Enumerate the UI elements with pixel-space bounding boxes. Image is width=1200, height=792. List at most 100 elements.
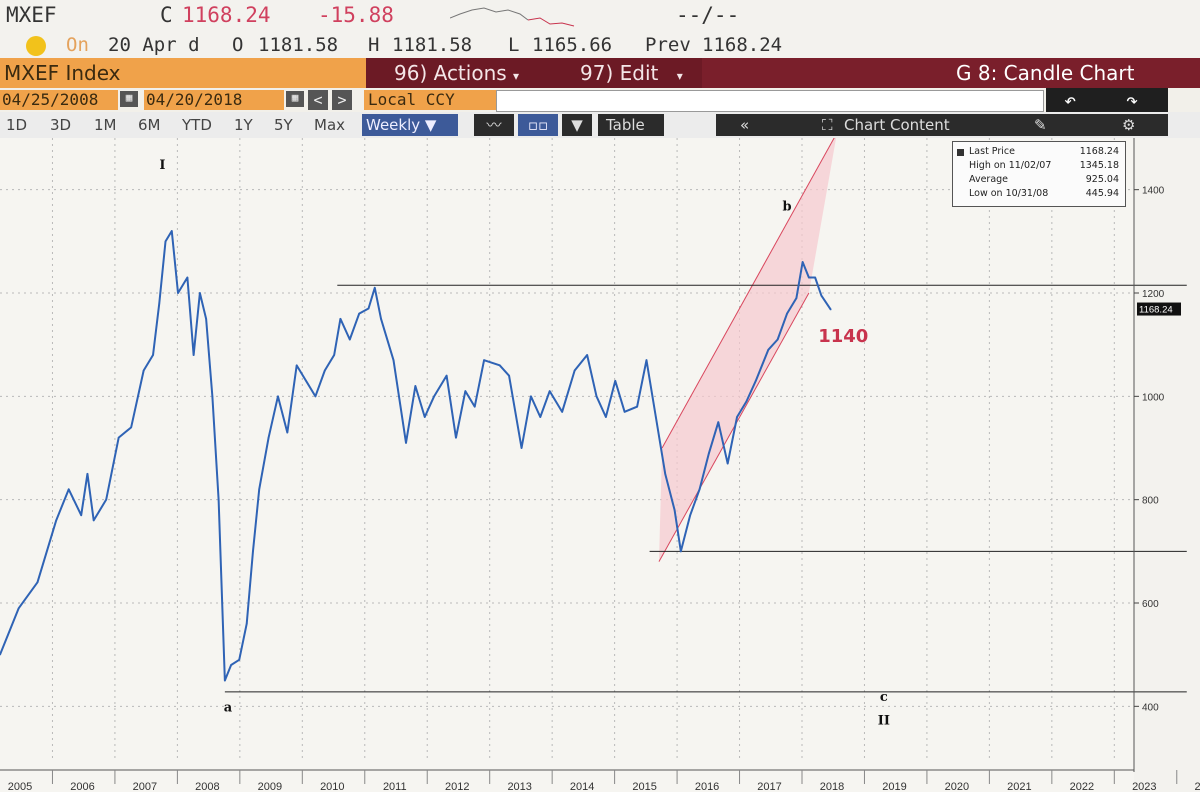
price-point — [801, 261, 804, 263]
start-date-field[interactable]: 04/25/2008 — [0, 90, 118, 110]
x-tick-label: 2017 — [757, 781, 781, 792]
price-point — [726, 462, 729, 465]
legend-label: Last Price — [969, 146, 1015, 157]
timeframe-5y[interactable]: 5Y — [274, 116, 293, 134]
x-tick-label: 2013 — [507, 781, 531, 792]
table-label: Table — [606, 116, 645, 134]
price-point — [86, 473, 89, 475]
open-value: 1181.58 — [258, 34, 339, 56]
calendar-icon[interactable]: ▦ — [286, 91, 304, 107]
price-point — [177, 292, 179, 294]
price-point — [776, 338, 779, 341]
timeframe-6m[interactable]: 6M — [138, 116, 161, 134]
x-tick-label: 2019 — [882, 781, 906, 792]
y-axis: 400 600 800 1000 1200 1400 1168.24 — [1133, 138, 1181, 772]
price-point — [0, 653, 1, 656]
end-date-field[interactable]: 04/20/2018 — [144, 90, 284, 110]
edit-menu[interactable]: 97) Edit ▾ — [566, 58, 702, 88]
prev-period-button[interactable]: < — [308, 90, 328, 110]
chevron-down-icon[interactable]: ▼ — [562, 114, 592, 136]
price-point — [130, 426, 132, 429]
legend-swatch-icon — [957, 149, 964, 156]
price-point — [367, 307, 370, 310]
chart-legend[interactable]: Last Price 1168.24 High on 11/02/07 1345… — [952, 141, 1126, 207]
price-point — [673, 509, 676, 511]
price-point — [736, 416, 738, 418]
chevron-down-icon: ▼ — [424, 116, 437, 134]
legend-label: Low on 10/31/08 — [969, 188, 1049, 199]
price-point — [117, 436, 120, 439]
price-point — [238, 659, 241, 661]
price-line — [0, 230, 832, 682]
timeframe-1d[interactable]: 1D — [6, 116, 28, 134]
timeframe-toolbar: 1D 3D 1M 6M YTD 1Y 5Y Max Weekly ▼ 〰 ▫▫ … — [0, 112, 1200, 138]
timeframe-1y[interactable]: 1Y — [234, 116, 253, 134]
price-point — [252, 550, 254, 553]
line-chart-icon[interactable]: 〰 — [474, 114, 514, 136]
price-point — [230, 664, 232, 666]
calendar-icon[interactable]: ▦ — [120, 91, 138, 107]
price-point — [224, 679, 226, 682]
price-point — [305, 380, 307, 382]
trend-channel — [658, 138, 837, 562]
timeframe-ytd[interactable]: YTD — [182, 116, 212, 134]
price-point — [708, 452, 710, 454]
x-tick-label: 2012 — [445, 781, 469, 792]
legend-entry: High on 11/02/07 1345.18 — [969, 160, 1119, 171]
x-tick-label: 2015 — [632, 781, 656, 792]
price-point — [754, 380, 757, 382]
quote-date: 20 Apr d — [108, 34, 200, 56]
x-axis: 2005 2006 2007 2008 2009 2010 2011 2012 2013 2014… — [0, 769, 1200, 792]
actions-menu[interactable]: 96) Actions ▾ — [366, 58, 566, 88]
chart-content-bar[interactable]: « ⛶ Chart Content ✎ ⚙ — [716, 114, 1168, 136]
edit-pencil-icon[interactable]: ✎ — [1034, 116, 1047, 134]
price-point — [333, 354, 335, 356]
price-point — [829, 308, 832, 311]
start-date: 04/25/2008 — [2, 90, 99, 109]
price-point — [645, 359, 648, 361]
price-point — [530, 395, 532, 398]
legend-value: 925.04 — [1085, 174, 1119, 185]
price-point — [152, 354, 154, 356]
currency-select[interactable]: Local CCY — [364, 90, 500, 110]
x-tick-label: 2021 — [1007, 781, 1031, 792]
command-input[interactable] — [496, 90, 1044, 112]
x-tick-label: 2010 — [320, 781, 344, 792]
price-point — [339, 318, 342, 320]
price-point — [80, 514, 82, 516]
timeframe-max[interactable]: Max — [314, 116, 346, 134]
price-point — [655, 416, 657, 418]
price-point — [614, 380, 617, 382]
channel-upper-line — [661, 138, 835, 449]
next-period-button[interactable]: > — [332, 90, 352, 110]
collapse-button[interactable]: « — [740, 116, 750, 134]
period-select[interactable]: Weekly ▼ — [362, 114, 458, 136]
price-point — [636, 405, 638, 408]
candle-chart-icon[interactable]: ▫▫ — [518, 114, 558, 136]
x-tick-label: 2024 — [1195, 781, 1200, 792]
security-field[interactable]: MXEF Index — [0, 58, 366, 88]
price-point — [105, 498, 107, 501]
price-point — [186, 276, 189, 279]
price-point — [539, 416, 542, 418]
price-series — [0, 230, 832, 682]
currency-label: Local CCY — [368, 90, 455, 109]
price-point — [689, 514, 691, 516]
undo-icon[interactable]: ↶ — [1064, 88, 1077, 112]
price-point — [286, 431, 289, 434]
price-point — [383, 328, 385, 330]
gear-icon[interactable]: ⚙ — [1122, 116, 1136, 134]
price-point — [295, 364, 298, 367]
timeframe-1m[interactable]: 1M — [94, 116, 117, 134]
price-point — [192, 354, 195, 356]
chart-content-label: Chart Content — [844, 116, 950, 134]
timeframe-3d[interactable]: 3D — [50, 116, 72, 134]
price-point — [199, 292, 201, 294]
table-button[interactable]: Table — [598, 114, 664, 136]
speedometer-icon[interactable] — [26, 36, 46, 56]
x-tick-label: 2014 — [570, 781, 594, 792]
redo-icon[interactable]: ↷ — [1126, 88, 1139, 112]
price-point — [455, 436, 457, 439]
x-tick-label: 2008 — [195, 781, 219, 792]
